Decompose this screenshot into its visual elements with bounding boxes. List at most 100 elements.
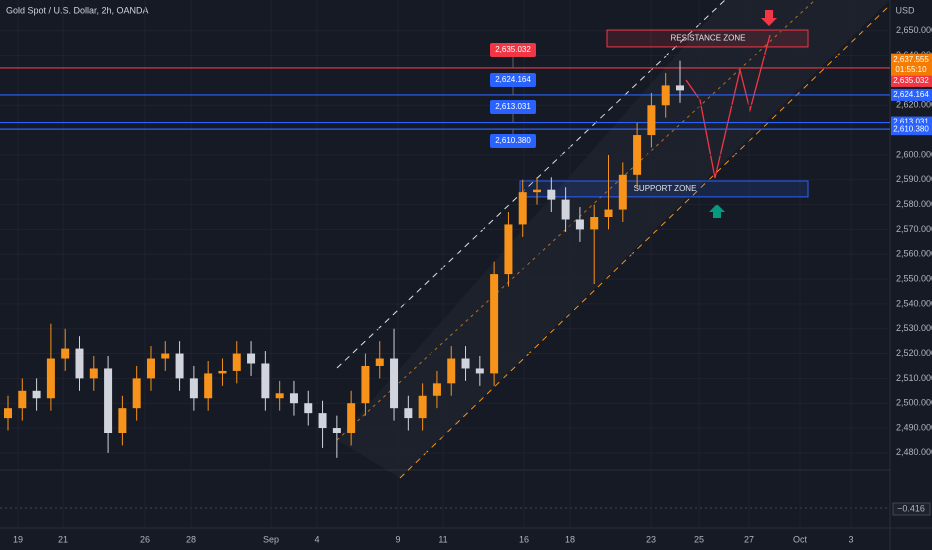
x-tick-label: 27	[744, 534, 754, 544]
x-tick-label: 16	[519, 534, 529, 544]
x-tick-label: Sep	[263, 534, 279, 544]
candle-body	[318, 413, 327, 429]
candle-body	[618, 174, 627, 210]
candle-body	[661, 85, 670, 106]
x-tick-label: 4	[314, 534, 319, 544]
channel-top	[336, 0, 726, 369]
candle-body	[504, 224, 513, 275]
up-arrow	[709, 204, 725, 218]
candle-body	[275, 393, 284, 399]
zone-label: RESISTANCE ZONE	[671, 34, 746, 43]
candle-body	[161, 353, 170, 359]
left-tag-label: 2,613.031	[495, 102, 531, 111]
candle-body	[604, 209, 613, 217]
candle-body	[189, 378, 198, 399]
axis-tag-label: 2,613.031	[893, 118, 929, 127]
candle-body	[347, 403, 356, 434]
y-tick-label: 2,520.000	[896, 348, 932, 358]
candle-body	[46, 358, 55, 399]
chart-title: Gold Spot / U.S. Dollar, 2h, OANDA	[6, 5, 149, 15]
candle-body	[118, 408, 127, 434]
y-tick-label: 2,620.000	[896, 100, 932, 110]
zone	[519, 180, 809, 198]
x-tick-label: 23	[646, 534, 656, 544]
y-tick-label: 2,590.000	[896, 174, 932, 184]
countdown: 01:55:10	[895, 65, 927, 74]
candle-body	[432, 383, 441, 396]
zone-label: SUPPORT ZONE	[634, 184, 697, 193]
axis-tag-label: 2,635.032	[893, 76, 929, 85]
y-tick-label: 2,580.000	[896, 199, 932, 209]
candle-body	[146, 358, 155, 379]
candle-body	[404, 408, 413, 419]
x-tick-label: 28	[186, 534, 196, 544]
candle-body	[261, 363, 270, 399]
x-tick-label: 11	[438, 534, 447, 544]
x-tick-label: 25	[694, 534, 704, 544]
candle-body	[390, 358, 399, 409]
x-tick-label: 3	[848, 534, 853, 544]
axis-tag	[891, 88, 932, 101]
macd-value: −0.416	[897, 503, 925, 513]
candle-body	[361, 365, 370, 404]
axis-tag-label: 2,610.380	[893, 124, 929, 133]
axis-tag-label: 2,624.164	[893, 90, 929, 99]
y-tick-label: 2,480.000	[896, 447, 932, 457]
y-tick-label: 2,530.000	[896, 323, 932, 333]
x-tick-label: Oct	[793, 534, 808, 544]
y-tick-label: 2,650.000	[896, 25, 932, 35]
left-tag	[490, 134, 536, 148]
projection-path	[685, 34, 771, 179]
candle-body	[61, 348, 70, 359]
candle-body	[447, 358, 456, 384]
candle-body	[332, 428, 341, 434]
left-tag-label: 2,610.380	[495, 136, 531, 145]
left-tag-label: 2,635.032	[495, 45, 531, 54]
candle-body	[289, 393, 298, 404]
candle-body	[561, 199, 570, 220]
y-tick-label: 2,550.000	[896, 273, 932, 283]
y-tick-label: 2,540.000	[896, 298, 932, 308]
candle-body	[633, 135, 642, 175]
left-tag-label: 2,624.164	[495, 75, 531, 84]
currency: USD	[895, 5, 915, 15]
left-tag	[490, 100, 536, 114]
zone	[606, 29, 809, 48]
candle-body	[375, 358, 384, 366]
candle-body	[475, 368, 484, 374]
y-tick-label: 2,600.000	[896, 149, 932, 159]
y-tick-label: 2,490.000	[896, 422, 932, 432]
candle-body	[4, 408, 12, 419]
left-tag	[490, 43, 536, 57]
x-tick-label: 19	[13, 534, 23, 544]
candle-body	[676, 85, 684, 91]
candle-body	[218, 370, 227, 374]
last-price-tag	[891, 53, 932, 76]
y-tick-label: 2,570.000	[896, 224, 932, 234]
candle-body	[204, 373, 213, 399]
channel-bottom	[399, 4, 891, 479]
y-tick-label: 2,510.000	[896, 373, 932, 383]
candle-body	[575, 219, 584, 230]
candle-body	[18, 390, 27, 409]
candle-body	[418, 395, 427, 419]
candle-body	[647, 105, 656, 136]
macd-tag	[892, 502, 931, 516]
candle-body	[461, 358, 470, 369]
candle-body	[132, 378, 141, 409]
last-price-label: 2,637.555	[893, 55, 929, 64]
down-arrow	[761, 10, 777, 26]
candle-body	[75, 348, 84, 379]
candle-body	[232, 353, 241, 371]
candle-body	[533, 189, 542, 193]
axis-tag	[891, 74, 932, 87]
x-tick-label: 9	[395, 534, 400, 544]
candle-body	[89, 368, 98, 379]
candle-body	[304, 403, 313, 414]
y-tick-label: 2,500.000	[896, 398, 932, 408]
x-tick-label: 18	[565, 534, 575, 544]
left-tag	[490, 73, 536, 87]
candle-body	[247, 353, 256, 364]
candle-body	[32, 390, 41, 399]
